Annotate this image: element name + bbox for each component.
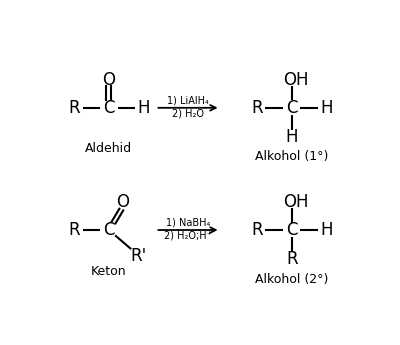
Text: C: C [103,99,115,117]
Text: OH: OH [283,71,308,89]
Text: O: O [102,71,116,89]
Text: Keton: Keton [91,265,127,278]
Text: 2) H₂O: 2) H₂O [172,109,204,119]
Text: Aldehid: Aldehid [85,142,132,156]
Text: R: R [251,99,263,117]
Text: H: H [137,99,150,117]
Text: R: R [68,221,80,239]
Text: 2) H₂O;H⁺: 2) H₂O;H⁺ [164,231,212,241]
Text: R': R' [131,247,147,265]
Text: 1) LiAlH₄: 1) LiAlH₄ [167,95,209,105]
Text: O: O [116,193,129,211]
Text: C: C [103,221,115,239]
Text: Alkohol (1°): Alkohol (1°) [255,150,328,164]
Text: R: R [286,250,298,268]
Text: C: C [286,99,298,117]
Text: R: R [251,221,263,239]
Text: C: C [286,221,298,239]
Text: Alkohol (2°): Alkohol (2°) [255,273,328,286]
Text: OH: OH [283,193,308,211]
Text: H: H [320,221,333,239]
Text: R: R [68,99,80,117]
Text: H: H [286,128,298,146]
Text: 1) NaBH₄: 1) NaBH₄ [166,218,210,228]
Text: H: H [320,99,333,117]
